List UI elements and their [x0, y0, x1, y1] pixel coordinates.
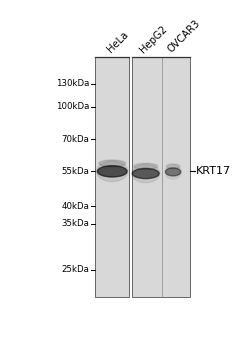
Text: KRT17: KRT17 — [196, 166, 231, 176]
Ellipse shape — [97, 161, 128, 182]
Ellipse shape — [97, 166, 127, 177]
Ellipse shape — [132, 168, 159, 178]
Text: OVCAR3: OVCAR3 — [165, 18, 202, 55]
Text: HepG2: HepG2 — [138, 23, 169, 55]
Bar — [95, 57, 129, 297]
Ellipse shape — [99, 160, 125, 167]
Text: 100kDa: 100kDa — [56, 102, 89, 111]
Text: 25kDa: 25kDa — [62, 265, 89, 274]
Ellipse shape — [132, 164, 160, 183]
Ellipse shape — [165, 168, 181, 176]
Text: 70kDa: 70kDa — [62, 134, 89, 144]
Ellipse shape — [134, 163, 158, 169]
Text: 130kDa: 130kDa — [56, 79, 89, 88]
Text: 40kDa: 40kDa — [62, 202, 89, 211]
Text: 35kDa: 35kDa — [62, 219, 89, 229]
Ellipse shape — [166, 164, 180, 169]
Bar — [132, 57, 190, 297]
Text: HeLa: HeLa — [105, 30, 130, 55]
Ellipse shape — [165, 164, 181, 179]
Text: 55kDa: 55kDa — [62, 167, 89, 176]
